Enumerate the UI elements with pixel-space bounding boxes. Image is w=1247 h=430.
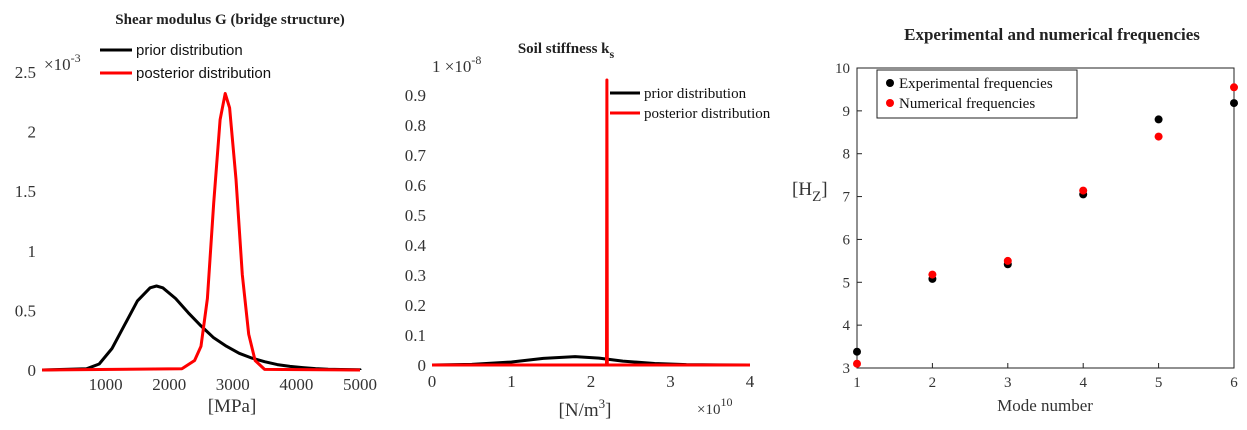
numerical-frequency-point [928, 270, 937, 279]
y-axis: 3 4 5 6 7 8 9 10 [835, 61, 862, 377]
y-exponent: ×10-3 [44, 51, 81, 74]
x-tick-label: 4 [746, 372, 755, 391]
numerical-frequency-point [1003, 256, 1012, 265]
y-tick-label: 0.4 [405, 236, 427, 255]
legend-marker-experimental [886, 79, 894, 87]
y-tick-label: 10 [835, 61, 850, 77]
prior-distribution-line [42, 284, 362, 372]
x-tick-label: 2000 [152, 375, 186, 394]
x-tick-label: 2 [587, 372, 596, 391]
frequencies-chart: Experimental and numerical frequencies 3… [792, 25, 1238, 415]
chart-title: Experimental and numerical frequencies [904, 25, 1200, 44]
y-tick-label: 1 [28, 242, 37, 261]
x-tick-label: 1 [507, 372, 516, 391]
y-tick-label: 3 [843, 361, 851, 377]
x-tick-label: 3 [666, 372, 675, 391]
x-tick-label: 3 [1004, 375, 1012, 391]
plot-area [42, 92, 362, 372]
y-tick-label: 0.5 [15, 301, 36, 320]
y-tick-label: 0.1 [405, 326, 426, 345]
numerical-frequency-point [1154, 132, 1163, 141]
y-exponent: 1 ×10-8 [432, 53, 481, 76]
legend-label-experimental: Experimental frequencies [899, 76, 1053, 92]
y-tick-label: 0.9 [405, 86, 426, 105]
experimental-frequency-point [853, 347, 861, 356]
x-axis: 1000 2000 3000 4000 5000 [89, 375, 377, 394]
x-tick-label: 4 [1079, 375, 1087, 391]
x-axis-label: Mode number [997, 396, 1093, 415]
x-exponent: ×1010 [697, 395, 732, 418]
legend-box [876, 69, 1078, 119]
y-tick-label: 0.8 [405, 116, 426, 135]
legend-label-posterior: posterior distribution [644, 106, 771, 122]
y-tick-label: 8 [843, 147, 851, 163]
x-tick-label: 1 [853, 375, 861, 391]
y-tick-label: 1.5 [15, 182, 36, 201]
posterior-distribution-line [432, 78, 750, 367]
y-tick-label: 0 [418, 356, 427, 375]
numerical-frequency-point [853, 359, 861, 368]
legend: Experimental frequencies Numerical frequ… [876, 69, 1078, 119]
y-axis: 0 0.1 0.2 0.3 0.4 0.5 0.6 0.7 0.8 0.9 [405, 86, 427, 375]
y-tick-label: 0.6 [405, 176, 426, 195]
legend-marker-numerical [886, 99, 894, 107]
y-tick-label: 2.5 [15, 63, 36, 82]
y-tick-label: 5 [843, 275, 851, 291]
y-tick-label: 0.2 [405, 296, 426, 315]
soil-stiffness-chart: Soil stiffness ks 1 ×10-8 00.10.20.30.40… [405, 41, 771, 421]
y-tick-label: 0.7 [405, 146, 427, 165]
legend-label-prior: prior distribution [644, 86, 747, 102]
x-tick-label: 5000 [343, 375, 377, 394]
x-tick-label: 4000 [279, 375, 313, 394]
x-tick-label: 3000 [216, 375, 250, 394]
chart-title: Shear modulus G (bridge structure) [115, 12, 344, 28]
x-tick-label: 0 [428, 372, 437, 391]
y-axis-label: [HZ] [792, 179, 828, 205]
legend: prior distribution posterior distributio… [610, 86, 771, 122]
y-tick-label: 4 [843, 318, 851, 334]
chart-title: Soil stiffness ks [518, 41, 615, 61]
x-tick-label: 1000 [89, 375, 123, 394]
numerical-frequency-point [1230, 83, 1238, 92]
experimental-frequency-point [1230, 99, 1238, 108]
numerical-frequency-point [1079, 186, 1088, 195]
x-tick-label: 2 [929, 375, 937, 391]
x-axis-label: [N/m3] [559, 396, 612, 421]
legend-label-posterior: posterior distribution [136, 65, 271, 82]
plot-area [431, 78, 751, 367]
x-axis: 0 1 2 3 4 [428, 372, 755, 391]
experimental-frequency-point [1154, 115, 1163, 124]
plot-frame [856, 67, 1235, 369]
legend-label-numerical: Numerical frequencies [899, 96, 1035, 112]
x-axis: 1 2 3 4 5 6 [853, 363, 1238, 391]
x-tick-label: 5 [1155, 375, 1163, 391]
y-tick-label: 7 [843, 190, 851, 206]
x-axis-label: [MPa] [208, 396, 257, 417]
y-tick-label: 6 [843, 232, 851, 248]
shear-modulus-chart: Shear modulus G (bridge structure) ×10-3… [15, 12, 377, 417]
y-tick-label: 2 [28, 123, 37, 142]
y-axis: 0 0.5 1 1.5 2 2.5 [15, 63, 36, 380]
x-tick-label: 6 [1230, 375, 1238, 391]
legend-label-prior: prior distribution [136, 42, 243, 59]
legend: prior distribution posterior distributio… [100, 42, 271, 82]
posterior-distribution-line [42, 92, 361, 372]
plot-area [853, 83, 1238, 368]
y-tick-label: 0 [28, 361, 37, 380]
y-tick-label: 0.3 [405, 266, 426, 285]
y-tick-label: 9 [843, 104, 851, 120]
y-tick-label: 0.5 [405, 206, 426, 225]
